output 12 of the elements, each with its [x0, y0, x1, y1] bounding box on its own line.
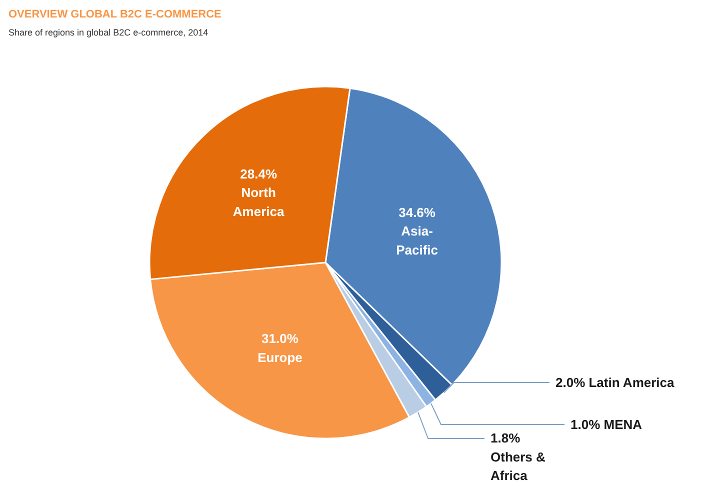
chart-title: OVERVIEW GLOBAL B2C E-COMMERCE [8, 8, 222, 20]
slice-label: Europe [258, 350, 302, 365]
slice-label: 1.0% MENA [570, 417, 643, 432]
chart-subtitle: Share of regions in global B2C e-commerce, 2014 [8, 28, 208, 38]
slice-label: Asia-Pacific [396, 224, 438, 258]
data-label: 31.0% [262, 331, 299, 346]
slice-label: 2.0% Latin America [556, 375, 676, 390]
slice-label: Others & Africa [490, 449, 546, 483]
data-label: 1.8% [490, 430, 521, 446]
data-label: 34.6% [398, 204, 436, 220]
data-label: 28.4% [240, 166, 278, 182]
slice-label: North America [232, 185, 285, 219]
